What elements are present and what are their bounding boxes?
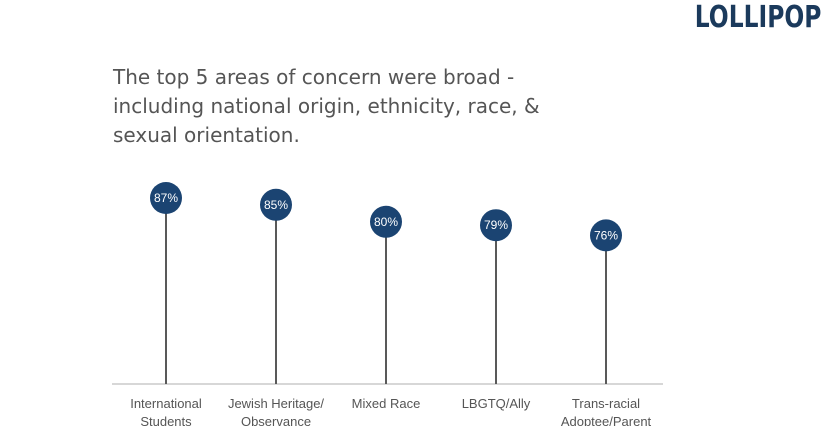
x-tick-label: Trans-racial bbox=[572, 396, 640, 411]
x-tick-label: Mixed Race bbox=[352, 396, 421, 411]
data-label: 79% bbox=[484, 218, 508, 232]
x-tick-label: Observance bbox=[241, 414, 311, 426]
data-label: 76% bbox=[594, 228, 618, 242]
x-tick-label: Jewish Heritage/ bbox=[228, 396, 324, 411]
lollipop-marker bbox=[260, 188, 292, 221]
data-label: 80% bbox=[374, 215, 398, 229]
data-label: 87% bbox=[154, 191, 178, 205]
x-tick-label: International bbox=[130, 396, 202, 411]
x-tick-label: Students bbox=[140, 414, 192, 426]
brand-logo: LOLLIPOP bbox=[694, 0, 821, 35]
x-tick-label: Adoptee/Parent bbox=[561, 414, 652, 426]
lollipop-marker bbox=[590, 219, 622, 252]
lollipop-marker bbox=[150, 182, 182, 214]
lollipop-marker bbox=[370, 205, 402, 238]
data-label: 85% bbox=[264, 198, 288, 212]
lollipop-marker bbox=[480, 209, 512, 242]
chart-headline: The top 5 areas of concern were broad - … bbox=[113, 65, 540, 147]
x-tick-label: LBGTQ/Ally bbox=[462, 396, 531, 411]
